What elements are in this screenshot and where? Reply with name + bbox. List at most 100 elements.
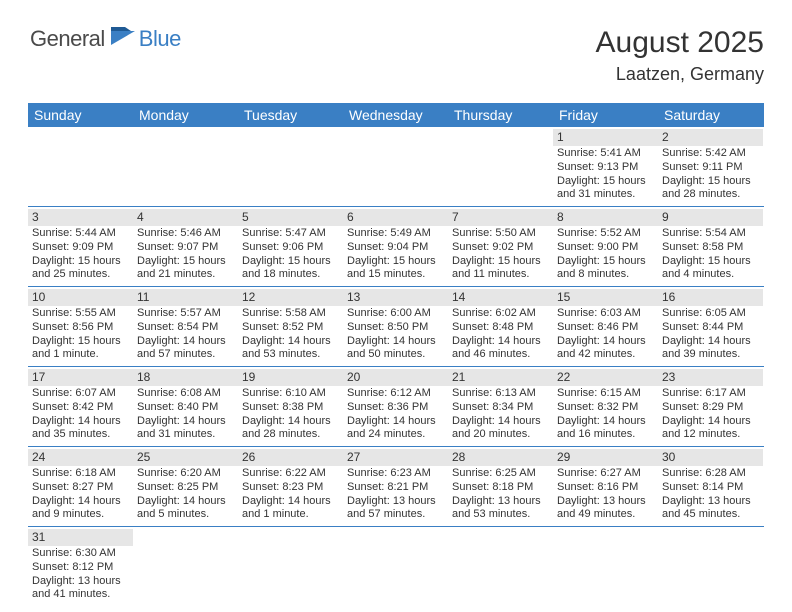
day-number: 6	[343, 209, 448, 226]
sunrise-line: Sunrise: 6:28 AM	[662, 467, 759, 481]
sunset-line: Sunset: 8:29 PM	[662, 401, 759, 415]
sunset-line: Sunset: 8:54 PM	[137, 321, 234, 335]
day-cell	[553, 527, 658, 606]
brand-part2: Blue	[139, 26, 181, 52]
day-number: 26	[238, 449, 343, 466]
day-cell	[448, 127, 553, 206]
sunrise-line: Sunrise: 5:50 AM	[452, 227, 549, 241]
week-row: 17Sunrise: 6:07 AMSunset: 8:42 PMDayligh…	[28, 367, 764, 447]
day-number: 10	[28, 289, 133, 306]
daylight-line: Daylight: 14 hours and 53 minutes.	[242, 335, 339, 363]
sunrise-line: Sunrise: 5:57 AM	[137, 307, 234, 321]
day-number: 14	[448, 289, 553, 306]
sunset-line: Sunset: 9:00 PM	[557, 241, 654, 255]
brand-logo: General Blue	[30, 26, 181, 52]
sunrise-line: Sunrise: 6:17 AM	[662, 387, 759, 401]
sunset-line: Sunset: 8:27 PM	[32, 481, 129, 495]
day-cell: 10Sunrise: 5:55 AMSunset: 8:56 PMDayligh…	[28, 287, 133, 366]
sunset-line: Sunset: 8:40 PM	[137, 401, 234, 415]
day-number: 12	[238, 289, 343, 306]
week-row: 24Sunrise: 6:18 AMSunset: 8:27 PMDayligh…	[28, 447, 764, 527]
day-cell: 7Sunrise: 5:50 AMSunset: 9:02 PMDaylight…	[448, 207, 553, 286]
day-number: 31	[28, 529, 133, 546]
sunset-line: Sunset: 8:16 PM	[557, 481, 654, 495]
day-cell: 8Sunrise: 5:52 AMSunset: 9:00 PMDaylight…	[553, 207, 658, 286]
day-cell: 19Sunrise: 6:10 AMSunset: 8:38 PMDayligh…	[238, 367, 343, 446]
day-cell: 27Sunrise: 6:23 AMSunset: 8:21 PMDayligh…	[343, 447, 448, 526]
sunset-line: Sunset: 9:07 PM	[137, 241, 234, 255]
day-header-row: SundayMondayTuesdayWednesdayThursdayFrid…	[28, 103, 764, 127]
sunrise-line: Sunrise: 6:02 AM	[452, 307, 549, 321]
sunrise-line: Sunrise: 5:42 AM	[662, 147, 759, 161]
title-block: August 2025 Laatzen, Germany	[596, 26, 764, 85]
sunset-line: Sunset: 8:56 PM	[32, 321, 129, 335]
sunrise-line: Sunrise: 6:27 AM	[557, 467, 654, 481]
sunrise-line: Sunrise: 6:00 AM	[347, 307, 444, 321]
day-header: Sunday	[28, 103, 133, 127]
day-number: 8	[553, 209, 658, 226]
day-cell: 13Sunrise: 6:00 AMSunset: 8:50 PMDayligh…	[343, 287, 448, 366]
daylight-line: Daylight: 14 hours and 31 minutes.	[137, 415, 234, 443]
day-cell: 9Sunrise: 5:54 AMSunset: 8:58 PMDaylight…	[658, 207, 763, 286]
day-cell: 23Sunrise: 6:17 AMSunset: 8:29 PMDayligh…	[658, 367, 763, 446]
sunrise-line: Sunrise: 6:13 AM	[452, 387, 549, 401]
day-cell: 22Sunrise: 6:15 AMSunset: 8:32 PMDayligh…	[553, 367, 658, 446]
day-number: 2	[658, 129, 763, 146]
sunrise-line: Sunrise: 5:58 AM	[242, 307, 339, 321]
day-cell	[343, 527, 448, 606]
sunrise-line: Sunrise: 5:46 AM	[137, 227, 234, 241]
day-header: Wednesday	[343, 103, 448, 127]
day-number: 11	[133, 289, 238, 306]
day-number: 24	[28, 449, 133, 466]
daylight-line: Daylight: 13 hours and 49 minutes.	[557, 495, 654, 523]
day-header: Tuesday	[238, 103, 343, 127]
sunset-line: Sunset: 8:18 PM	[452, 481, 549, 495]
day-cell	[133, 527, 238, 606]
daylight-line: Daylight: 14 hours and 39 minutes.	[662, 335, 759, 363]
day-cell: 12Sunrise: 5:58 AMSunset: 8:52 PMDayligh…	[238, 287, 343, 366]
sunrise-line: Sunrise: 6:20 AM	[137, 467, 234, 481]
day-number: 16	[658, 289, 763, 306]
sunrise-line: Sunrise: 6:18 AM	[32, 467, 129, 481]
sunset-line: Sunset: 8:12 PM	[32, 561, 129, 575]
day-cell: 18Sunrise: 6:08 AMSunset: 8:40 PMDayligh…	[133, 367, 238, 446]
sunrise-line: Sunrise: 5:49 AM	[347, 227, 444, 241]
sunset-line: Sunset: 9:04 PM	[347, 241, 444, 255]
day-number: 19	[238, 369, 343, 386]
day-cell: 5Sunrise: 5:47 AMSunset: 9:06 PMDaylight…	[238, 207, 343, 286]
sunrise-line: Sunrise: 5:52 AM	[557, 227, 654, 241]
day-number: 3	[28, 209, 133, 226]
day-cell: 3Sunrise: 5:44 AMSunset: 9:09 PMDaylight…	[28, 207, 133, 286]
day-number: 22	[553, 369, 658, 386]
day-cell: 20Sunrise: 6:12 AMSunset: 8:36 PMDayligh…	[343, 367, 448, 446]
daylight-line: Daylight: 15 hours and 25 minutes.	[32, 255, 129, 283]
daylight-line: Daylight: 14 hours and 5 minutes.	[137, 495, 234, 523]
day-number: 17	[28, 369, 133, 386]
daylight-line: Daylight: 15 hours and 28 minutes.	[662, 175, 759, 203]
sunrise-line: Sunrise: 6:07 AM	[32, 387, 129, 401]
daylight-line: Daylight: 14 hours and 9 minutes.	[32, 495, 129, 523]
sunrise-line: Sunrise: 6:08 AM	[137, 387, 234, 401]
sunset-line: Sunset: 9:11 PM	[662, 161, 759, 175]
sunrise-line: Sunrise: 6:15 AM	[557, 387, 654, 401]
sunset-line: Sunset: 9:06 PM	[242, 241, 339, 255]
day-cell: 15Sunrise: 6:03 AMSunset: 8:46 PMDayligh…	[553, 287, 658, 366]
daylight-line: Daylight: 14 hours and 1 minute.	[242, 495, 339, 523]
daylight-line: Daylight: 13 hours and 41 minutes.	[32, 575, 129, 603]
daylight-line: Daylight: 14 hours and 57 minutes.	[137, 335, 234, 363]
sunset-line: Sunset: 8:23 PM	[242, 481, 339, 495]
day-cell	[343, 127, 448, 206]
week-row: 31Sunrise: 6:30 AMSunset: 8:12 PMDayligh…	[28, 527, 764, 606]
day-cell	[28, 127, 133, 206]
daylight-line: Daylight: 14 hours and 28 minutes.	[242, 415, 339, 443]
sunrise-line: Sunrise: 6:30 AM	[32, 547, 129, 561]
sunrise-line: Sunrise: 5:54 AM	[662, 227, 759, 241]
day-number: 20	[343, 369, 448, 386]
day-cell: 17Sunrise: 6:07 AMSunset: 8:42 PMDayligh…	[28, 367, 133, 446]
sunset-line: Sunset: 8:44 PM	[662, 321, 759, 335]
day-cell: 21Sunrise: 6:13 AMSunset: 8:34 PMDayligh…	[448, 367, 553, 446]
day-number: 5	[238, 209, 343, 226]
sunrise-line: Sunrise: 6:22 AM	[242, 467, 339, 481]
day-cell	[238, 527, 343, 606]
sunrise-line: Sunrise: 6:23 AM	[347, 467, 444, 481]
